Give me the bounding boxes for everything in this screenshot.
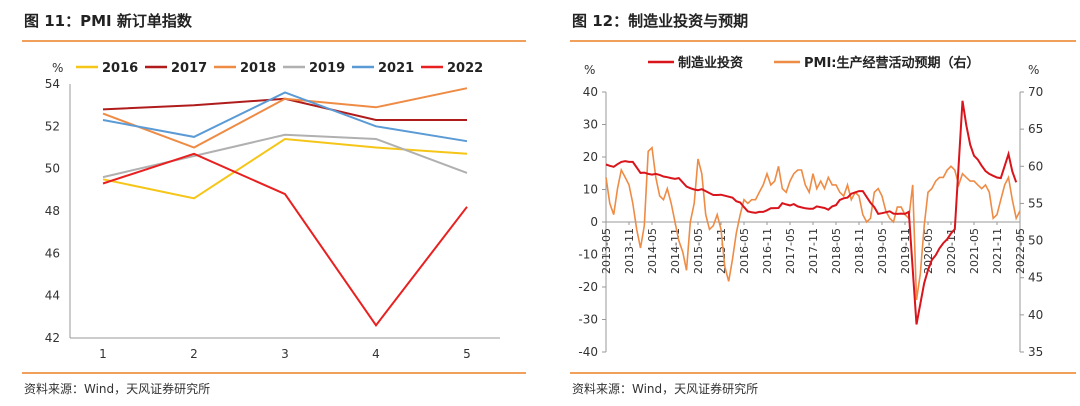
- left-y-tick-label: 30: [583, 118, 598, 132]
- x-tick-label: 2015-05: [692, 228, 705, 274]
- y-tick-label: 50: [45, 162, 60, 176]
- x-tick-label: 2017-11: [807, 228, 820, 274]
- x-tick-label: 2022-05: [1014, 228, 1027, 274]
- x-tick-label: 2020-11: [945, 228, 958, 274]
- x-tick-label: 2021-11: [991, 228, 1004, 274]
- x-tick-label: 2021-05: [968, 228, 981, 274]
- legend-label: 2019: [309, 61, 345, 76]
- x-tick-label: 2013-11: [623, 228, 636, 274]
- right-y-tick-label: 45: [1028, 271, 1043, 285]
- x-tick-label: 5: [463, 347, 471, 361]
- legend-label: 2016: [102, 61, 138, 76]
- right-y-tick-label: 55: [1028, 196, 1043, 210]
- manufacturing-investment-chart: -40 -30 -20 -10 0 10 20 30 40 35 40 45 50 55 60 65 70% % 2…: [578, 55, 1043, 359]
- pmi-new-orders-chart: 42 44 46 48 50 52 54% 1 2 3 4 5 2016 2017 2018 2019 2021…: [45, 61, 500, 361]
- x-tick-label: 2: [190, 347, 198, 361]
- x-tick-label: 2013-05: [600, 228, 613, 274]
- legend-label: 2021: [378, 61, 414, 76]
- right-y-tick-label: 50: [1028, 234, 1043, 248]
- series-line-pmi-expectation: [605, 146, 1021, 301]
- x-tick-label: 1: [99, 347, 107, 361]
- x-tick-label: 2016-05: [738, 228, 751, 274]
- y-tick-label: 44: [45, 289, 60, 303]
- y-tick-label: 42: [45, 331, 60, 345]
- right-y-tick-label: 70: [1028, 85, 1043, 99]
- right-y-unit-label: %: [1028, 63, 1039, 77]
- x-tick-label: 2016-11: [761, 228, 774, 274]
- x-tick-label: 2018-11: [853, 228, 866, 274]
- left-y-tick-label: 40: [583, 85, 598, 99]
- left-y-tick-label: -30: [578, 313, 598, 327]
- source-note: 资料来源：Wind，天风证券研究所: [572, 382, 759, 396]
- left-y-tick-label: 20: [583, 150, 598, 164]
- left-y-tick-label: 10: [583, 183, 598, 197]
- source-rule: [22, 372, 526, 374]
- y-tick-label: 54: [45, 77, 60, 91]
- title-rule: [570, 40, 1076, 42]
- x-tick-label: 2017-05: [784, 228, 797, 274]
- series-line-2021: [102, 91, 468, 143]
- figure-12-panel: 图 12：制造业投资与预期 -40 -30 -20 -10 0 10 20 30 40 35 40 4…: [548, 0, 1080, 406]
- left-y-tick-label: 0: [590, 215, 598, 229]
- x-tick-label: 2019-11: [899, 228, 912, 274]
- series-line-2022: [102, 152, 468, 327]
- source-rule: [570, 372, 1076, 374]
- x-tick-label: 2019-05: [876, 228, 889, 274]
- x-tick-label: 2014-11: [669, 228, 682, 274]
- figure-11-panel: 图 11：PMI 新订单指数 42 44 46 48 50 52 54% 1 2 3 4 5 2016 2…: [0, 0, 530, 406]
- y-tick-label: 52: [45, 119, 60, 133]
- series-line-2019: [102, 133, 468, 179]
- left-y-tick-label: -20: [578, 280, 598, 294]
- legend-label: 2018: [240, 61, 276, 76]
- series-line-manufacturing-investment: [605, 100, 1018, 325]
- series-line-2017: [102, 97, 467, 121]
- figure-title: 图 12：制造业投资与预期: [572, 12, 749, 30]
- x-tick-label: 3: [281, 347, 289, 361]
- left-y-unit-label: %: [584, 63, 595, 77]
- right-y-tick-label: 35: [1028, 345, 1043, 359]
- series-line-2018: [102, 87, 468, 149]
- legend-label: 2022: [447, 61, 483, 76]
- left-y-tick-label: -10: [578, 248, 598, 262]
- y-unit-label: %: [52, 61, 63, 75]
- series-line-2016: [102, 137, 468, 200]
- legend-label: 2017: [171, 61, 207, 76]
- right-y-tick-label: 65: [1028, 122, 1043, 136]
- right-y-tick-label: 40: [1028, 308, 1043, 322]
- x-tick-label: 2014-05: [646, 228, 659, 274]
- left-y-tick-label: -40: [578, 345, 598, 359]
- source-note: 资料来源：Wind，天风证券研究所: [24, 382, 211, 396]
- title-rule: [22, 40, 526, 42]
- figure-title: 图 11：PMI 新订单指数: [24, 12, 192, 30]
- x-tick-label: 4: [372, 347, 380, 361]
- y-tick-label: 46: [45, 246, 60, 260]
- y-tick-label: 48: [45, 204, 60, 218]
- legend-label: 制造业投资: [678, 55, 743, 71]
- x-tick-label: 2018-05: [830, 228, 843, 274]
- legend-label: PMI:生产经营活动预期（右）: [804, 55, 980, 71]
- right-y-tick-label: 60: [1028, 159, 1043, 173]
